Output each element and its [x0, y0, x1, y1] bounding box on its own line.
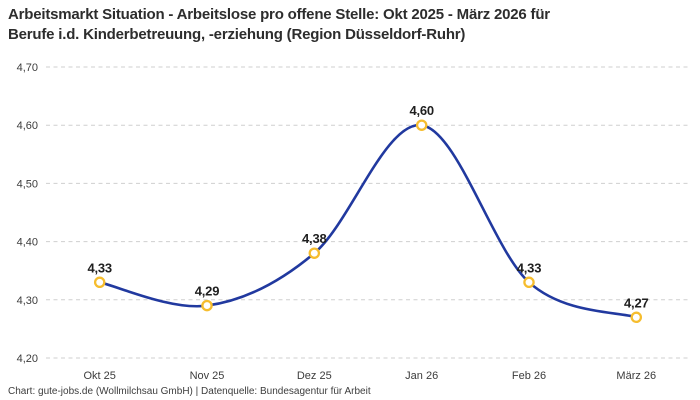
- y-tick-label: 4,70: [17, 62, 38, 74]
- y-tick-label: 4,30: [17, 295, 38, 307]
- chart-source-caption: Chart: gute-jobs.de (Wollmilchsau GmbH) …: [8, 386, 371, 397]
- y-tick-label: 4,50: [17, 178, 38, 190]
- x-tick-label: Okt 25: [83, 370, 115, 382]
- x-tick-label: Feb 26: [512, 370, 546, 382]
- data-point-label: 4,27: [624, 295, 649, 310]
- data-point-marker: [201, 299, 213, 312]
- chart-title-line1: Arbeitsmarkt Situation - Arbeitslose pro…: [8, 6, 550, 23]
- x-tick-label: März 26: [616, 370, 656, 382]
- x-tick-label: Nov 25: [190, 370, 225, 382]
- data-point-marker: [308, 247, 321, 259]
- data-point-marker: [415, 119, 428, 131]
- x-tick-label: Jan 26: [405, 370, 438, 382]
- data-point-label: 4,33: [517, 260, 542, 275]
- chart-title-line2: Berufe i.d. Kinderbetreuung, -erziehung …: [8, 26, 466, 44]
- series-line: [98, 123, 638, 319]
- data-point-marker: [523, 276, 535, 289]
- data-point-label: 4,60: [409, 103, 434, 118]
- y-tick-label: 4,60: [17, 120, 38, 132]
- data-point-label: 4,38: [302, 231, 327, 246]
- x-tick-label: Dez 25: [297, 370, 332, 382]
- data-point-label: 4,29: [195, 284, 220, 299]
- data-point-marker: [93, 276, 106, 289]
- data-point-marker: [630, 311, 643, 324]
- chart-title: Arbeitsmarkt Situation - Arbeitslose pro…: [8, 5, 688, 46]
- data-point-label: 4,33: [87, 260, 112, 275]
- y-tick-label: 4,20: [17, 353, 38, 365]
- y-tick-label: 4,40: [17, 237, 38, 249]
